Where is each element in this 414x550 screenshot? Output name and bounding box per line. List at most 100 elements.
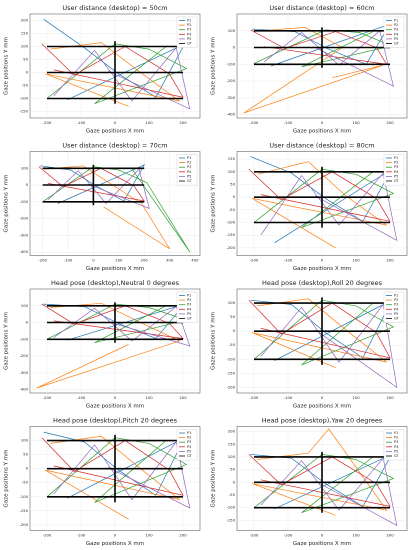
panel: User distance (desktop) = 60cm Gaze posit… <box>211 4 408 135</box>
legend-label: P4 <box>394 445 399 449</box>
series-line <box>53 441 191 509</box>
series-line <box>254 166 390 228</box>
y-tick-label: 50 <box>230 181 235 186</box>
legend-label: P3 <box>187 440 191 444</box>
x-axis-label: Gaze positions X mm <box>86 129 144 135</box>
y-tick-label: -400 <box>19 249 28 254</box>
x-tick-label: 300 <box>166 258 174 263</box>
legend-label: P5 <box>187 312 191 316</box>
series-line <box>45 435 180 520</box>
series-line <box>252 298 387 369</box>
chart-title: Head pose (desktop),Roll 20 degrees <box>262 279 383 287</box>
series-line <box>254 27 390 68</box>
series-line <box>253 454 395 514</box>
series-line <box>41 43 184 98</box>
panel: Head pose (desktop),Roll 20 degrees Gaze … <box>211 279 408 410</box>
x-tick-label: -200 <box>250 533 259 538</box>
y-axis-label: Gaze positions Y mm <box>211 450 217 508</box>
y-tick-label: -200 <box>226 384 235 389</box>
x-tick-label: -200 <box>43 120 52 125</box>
y-tick-label: 0 <box>26 320 29 325</box>
legend-label: P5 <box>394 174 398 178</box>
y-tick-label: -50 <box>229 342 236 347</box>
legend-box <box>176 291 198 323</box>
x-tick-label: 0 <box>92 258 95 263</box>
legend-label: P3 <box>394 28 398 32</box>
y-tick-label: -100 <box>226 356 235 361</box>
x-axis-label: Gaze positions X mm <box>293 129 351 135</box>
y-tick-label: -200 <box>226 245 235 250</box>
x-tick-label: 0 <box>321 395 324 400</box>
legend-label: P3 <box>187 303 191 307</box>
legend-label: P4 <box>187 170 192 174</box>
x-tick-label: 100 <box>352 533 360 538</box>
series-line <box>254 297 390 365</box>
legend-label: P5 <box>394 37 398 41</box>
y-tick-label: 0 <box>26 466 29 471</box>
x-tick-label: 0 <box>114 533 117 538</box>
chart-title: Head pose (desktop),Neutral 0 degrees <box>51 279 180 287</box>
series-line <box>45 42 180 107</box>
plot-marks <box>38 164 191 253</box>
legend-label: P2 <box>394 23 398 27</box>
series-line <box>253 168 395 228</box>
y-axis-label: Gaze positions Y mm <box>211 175 217 233</box>
legend-label: P1 <box>394 19 398 23</box>
series-line <box>47 168 150 210</box>
y-tick-label: 100 <box>21 44 29 49</box>
y-tick-label: -50 <box>229 492 236 497</box>
series-line <box>46 43 188 105</box>
x-tick-label: 0 <box>321 533 324 538</box>
x-tick-label: 200 <box>386 395 394 400</box>
legend-box <box>176 154 198 186</box>
series-line <box>53 306 191 347</box>
legend-label: P4 <box>394 170 399 174</box>
y-tick-label: -400 <box>19 387 28 392</box>
y-axis-label: Gaze positions Y mm <box>4 175 10 233</box>
chart-title: User distance (desktop) = 70cm <box>62 142 167 150</box>
x-tick-label: 400 <box>191 258 199 263</box>
series-line <box>46 437 188 503</box>
legend-label: P2 <box>394 298 398 302</box>
legend-label: P1 <box>187 431 191 435</box>
series-line <box>253 299 395 366</box>
x-tick-label: -100 <box>284 533 293 538</box>
legend-box <box>383 291 405 323</box>
plot-marks <box>248 428 398 527</box>
legend-label: GT <box>394 42 400 46</box>
series-line <box>243 27 384 114</box>
plot-marks <box>243 23 394 114</box>
series-line <box>41 303 184 339</box>
y-tick-label: -100 <box>19 494 28 499</box>
legend-label: P5 <box>187 449 191 453</box>
y-tick-label: 50 <box>230 467 235 472</box>
y-tick-label: 200 <box>228 429 236 434</box>
chart-title: Head pose (desktop),Yaw 20 degrees <box>262 417 383 425</box>
y-tick-label: 50 <box>23 57 28 62</box>
legend-label: P3 <box>394 165 398 169</box>
plot-marks <box>36 302 191 389</box>
series-line <box>43 18 186 101</box>
series-line <box>38 166 145 202</box>
legend-label: P1 <box>187 156 191 160</box>
series-line <box>250 29 388 65</box>
x-tick-label: -100 <box>77 395 86 400</box>
y-tick-label: 100 <box>21 303 29 308</box>
plot-marks <box>41 18 191 110</box>
series-line <box>47 41 183 104</box>
y-tick-label: -100 <box>19 199 28 204</box>
x-tick-label: -100 <box>284 395 293 400</box>
x-tick-label: 100 <box>145 120 153 125</box>
series-line <box>53 47 191 110</box>
y-tick-label: -100 <box>226 61 235 66</box>
legend-label: P2 <box>187 436 191 440</box>
y-tick-label: 100 <box>228 454 236 459</box>
panel: Head pose (desktop),Neutral 0 degrees Gaz… <box>4 279 201 410</box>
x-tick-label: 100 <box>145 533 153 538</box>
x-tick-label: -100 <box>77 120 86 125</box>
panel: User distance (desktop) = 50cm Gaze posit… <box>4 4 201 135</box>
legend-box <box>383 429 405 461</box>
series-line <box>248 299 391 359</box>
